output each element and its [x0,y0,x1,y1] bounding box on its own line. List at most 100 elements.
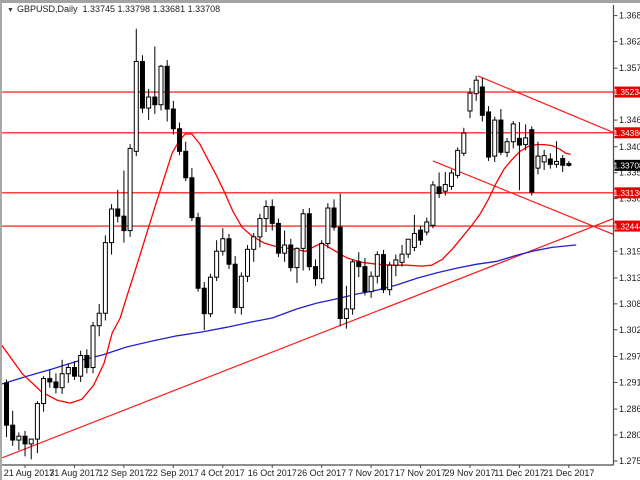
bull-candle [461,132,467,154]
bull-candle [28,438,34,445]
bull-candle [34,403,40,440]
bear-candle [337,226,343,320]
svg-text:1.32444: 1.32444 [613,221,640,231]
bull-candle [41,378,47,405]
trendlines[interactable] [2,75,617,459]
bull-candle [492,119,498,157]
bull-candle [455,149,461,176]
bear-candle [479,86,485,116]
bull-candle [294,247,300,269]
current-price-badge: 1.33708 [613,159,640,171]
bear-candle [53,381,59,389]
bull-candle [263,206,269,220]
bull-candle [523,137,529,146]
bull-candle [102,242,108,314]
svg-text:1.33708: 1.33708 [613,161,640,171]
bull-candle [393,259,399,266]
bull-candle [510,123,516,143]
bull-candle [127,147,133,232]
bull-candle [319,243,325,280]
bull-candle [90,325,96,369]
bull-candle [350,261,356,310]
time-axis-label: 7 Nov 2017 [348,468,394,478]
bear-candle [560,158,566,166]
chart-collapse-icon[interactable]: ▼ [7,7,14,14]
bull-candle [430,184,436,226]
bull-candle [282,244,288,254]
price-axis-label: 1.29190 [619,377,640,387]
price-scale[interactable]: 1.368251.362851.357301.351901.346501.340… [613,11,640,466]
price-axis-label: 1.30285 [619,325,640,335]
bull-candle [214,250,220,278]
bear-candle [121,215,127,232]
bear-candle [201,287,207,315]
bear-candle [313,266,318,280]
bull-candle [133,60,139,152]
bull-candle [16,435,22,441]
svg-text:1.35234: 1.35234 [613,87,640,97]
axes: 1.368251.362851.357301.351901.346501.340… [2,5,640,478]
price-axis-label: 1.30825 [619,299,640,309]
price-axis-label: 1.27555 [619,456,640,466]
bear-candle [195,217,201,289]
bull-candle [300,213,306,249]
bull-candle [387,264,393,291]
bear-candle [170,108,176,130]
price-axis-label: 1.36825 [619,11,640,21]
bear-candle [498,119,504,153]
bear-candle [566,163,572,166]
horizontal-levels [2,91,614,227]
bear-candle [189,177,195,219]
bull-candle [473,79,479,95]
bull-candle [78,355,84,377]
bull-candle [220,238,226,252]
price-axis-label: 1.31920 [619,246,640,256]
svg-text:1.34386: 1.34386 [613,128,640,138]
bull-candle [59,373,65,389]
bear-candle [418,229,424,241]
bull-candle [96,312,102,327]
bull-candle [257,218,263,238]
price-axis-label: 1.34095 [619,142,640,152]
svg-text:1.33136: 1.33136 [613,188,640,198]
chart-canvas[interactable]: 1.368251.362851.357301.351901.346501.340… [2,3,640,480]
time-axis-label: 4 Oct 2017 [201,468,245,478]
bear-candle [306,213,312,268]
level-price-badge: 1.32444 [613,220,640,232]
bull-candle [411,232,417,248]
chart-header: ▼ GBPUSD,Daily 1.33745 1.33798 1.33681 1.… [7,4,220,14]
bull-candle [448,172,454,187]
time-axis-label: 12 Sep 2017 [98,468,149,478]
bear-candle [71,367,77,377]
bull-candle [541,155,547,163]
bear-candle [436,186,442,195]
bull-candle [109,208,115,244]
bear-candle [164,65,170,110]
price-axis-label: 1.28095 [619,430,640,440]
bear-candle [356,261,362,268]
bear-candle [115,208,121,217]
price-axis-label: 1.33015 [619,194,640,204]
bear-candle [380,254,386,291]
bull-candle [554,160,560,165]
bear-candle [4,382,9,426]
bear-candle [84,355,90,369]
candles-layer [4,28,572,460]
chart-symbol-title: GBPUSD,Daily [16,4,78,14]
bull-candle [467,92,473,112]
bear-candle [183,150,189,179]
bull-candle [504,141,510,153]
price-axis-label: 1.34650 [619,115,640,125]
bear-candle [516,137,522,146]
bull-candle [245,248,251,277]
bear-candle [362,266,368,293]
level-price-badge: 1.35234 [613,86,640,98]
bull-candle [251,236,257,250]
plot-area[interactable] [2,28,617,460]
bull-candle [65,367,71,375]
time-axis-label: 26 Oct 2017 [297,468,346,478]
bull-candle [343,308,349,320]
bear-candle [139,60,145,109]
